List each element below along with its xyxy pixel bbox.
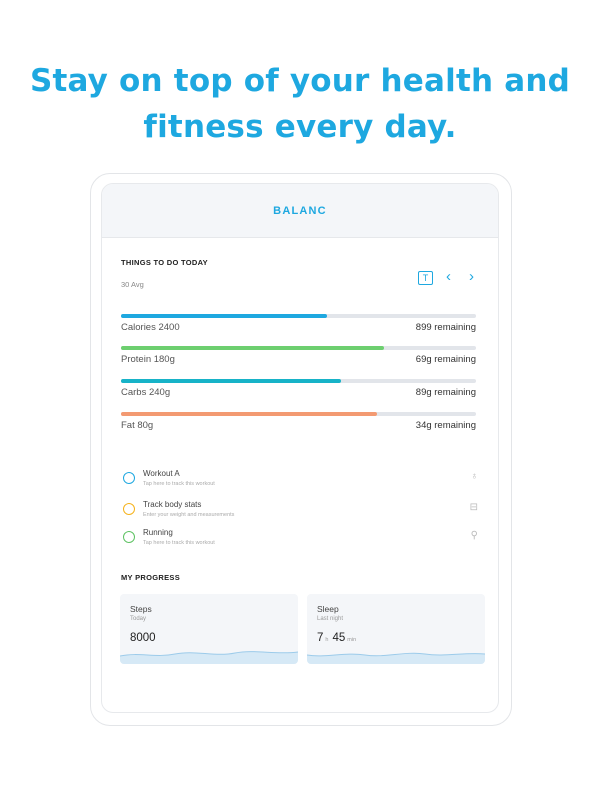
progress-track: [121, 346, 476, 350]
sleep-minutes-unit: min: [347, 637, 357, 643]
progress-track: [121, 412, 476, 416]
steps-value: 8000: [130, 632, 156, 644]
macro-label: Protein 180g: [121, 354, 175, 365]
task-subtitle: Tap here to track this workout: [143, 540, 215, 546]
kettlebell-icon: ♁: [470, 471, 479, 482]
task-checkbox[interactable]: [123, 472, 135, 484]
steps-sparkline: [120, 651, 298, 664]
progress-fill: [121, 379, 342, 383]
running-icon: ⚲: [470, 530, 478, 541]
steps-card[interactable]: Steps Today 8000: [120, 594, 298, 664]
task-title: Workout A: [143, 469, 180, 478]
macro-label: Calories 2400: [121, 322, 180, 333]
task-title: Running: [143, 528, 173, 537]
task-body-stats[interactable]: Track body stats Enter your weight and m…: [123, 500, 478, 524]
task-subtitle: Tap here to track this workout: [143, 481, 215, 487]
progress-track: [121, 314, 476, 318]
task-checkbox[interactable]: [123, 503, 135, 515]
macro-remaining: 69g remaining: [415, 354, 476, 365]
macro-label: Fat 80g: [121, 420, 154, 431]
task-checkbox[interactable]: [123, 531, 135, 543]
sleep-card[interactable]: Sleep Last night 7 h 45 min: [307, 594, 485, 664]
headline-line-2: fitness every day.: [143, 109, 457, 145]
card-title: Steps: [130, 604, 152, 614]
progress-fill: [121, 412, 377, 416]
card-title: Sleep: [317, 604, 339, 614]
sleep-sparkline: [307, 652, 485, 664]
task-workout-a[interactable]: Workout A Tap here to track this workout…: [123, 469, 478, 493]
macro-label: Carbs 240g: [121, 387, 171, 398]
chevron-right-icon[interactable]: ›: [469, 268, 474, 285]
app-screen: BALANC THINGS TO DO TODAY 30 Avg T ‹ › C…: [101, 183, 499, 713]
things-today-title: THINGS TO DO TODAY: [121, 258, 208, 267]
sleep-hours-unit: h: [325, 637, 329, 643]
progress-fill: [121, 346, 384, 350]
progress-track: [121, 379, 476, 383]
card-subtitle: Last night: [317, 616, 344, 622]
scale-icon: ⊟: [469, 502, 478, 513]
macro-remaining: 899 remaining: [415, 322, 476, 333]
sleep-hours: 7: [317, 632, 324, 644]
headline: Stay on top of your health and fitness e…: [0, 58, 600, 150]
macro-remaining: 34g remaining: [415, 420, 476, 431]
today-button[interactable]: T: [418, 271, 433, 285]
app-title: BALANC: [273, 204, 327, 217]
my-progress-title: MY PROGRESS: [121, 573, 181, 582]
sleep-value: 7 h 45 min: [317, 632, 360, 644]
task-subtitle: Enter your weight and measurements: [143, 512, 235, 518]
task-title: Track body stats: [143, 500, 202, 509]
macro-remaining: 89g remaining: [415, 387, 476, 398]
sleep-minutes: 45: [332, 632, 346, 644]
app-header: BALANC: [102, 184, 498, 238]
headline-line-1: Stay on top of your health and: [29, 63, 571, 99]
progress-fill: [121, 314, 327, 318]
card-subtitle: Today: [130, 616, 147, 622]
task-running[interactable]: Running Tap here to track this workout ⚲: [123, 528, 478, 552]
avg-label: 30 Avg: [121, 280, 144, 289]
chevron-left-icon[interactable]: ‹: [446, 268, 451, 285]
